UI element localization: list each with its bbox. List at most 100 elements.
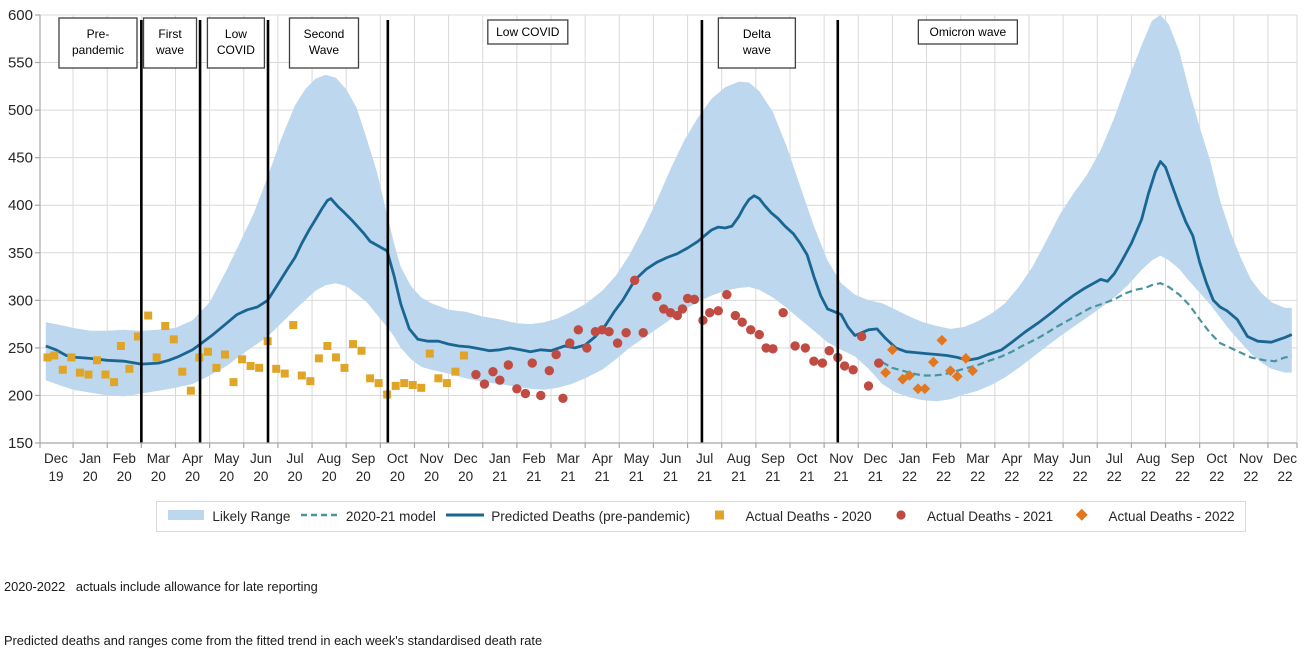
data-point — [323, 341, 332, 350]
region-label-text: First — [158, 27, 182, 41]
data-point — [658, 304, 669, 314]
x-tick-label: Dec 20 — [454, 451, 478, 484]
actual-2021-swatch-icon — [882, 508, 920, 525]
data-point — [366, 374, 375, 383]
x-tick-label: Jan 20 — [79, 451, 101, 484]
x-tick-label: Dec 19 — [44, 451, 68, 484]
data-point — [50, 351, 59, 360]
data-point — [116, 341, 125, 350]
y-tick-label: 600 — [8, 7, 33, 24]
likely-range-swatch-icon — [167, 508, 205, 525]
legend-item-actual-2021: Actual Deaths - 2021 — [882, 508, 1053, 525]
data-point — [652, 291, 662, 302]
region-label-box — [917, 19, 1019, 45]
x-tick-label: Feb 22 — [932, 451, 955, 484]
x-tick-label: May 21 — [624, 451, 650, 484]
data-point — [280, 369, 289, 378]
data-point — [374, 379, 383, 388]
region-label-text: Low — [225, 27, 247, 41]
data-point — [558, 393, 568, 403]
x-tick-label: Jun 21 — [660, 451, 682, 484]
data-point — [689, 294, 700, 305]
data-point — [488, 366, 498, 377]
region-label-boxes: Pre-pandemic First wave Low COVID Second Wave L… — [58, 17, 1019, 69]
x-tick-label: May 20 — [214, 451, 240, 484]
y-tick-label: 450 — [8, 150, 33, 167]
data-point — [582, 343, 592, 353]
data-point — [887, 344, 898, 356]
data-point — [238, 355, 247, 364]
data-point — [75, 368, 84, 377]
data-point — [442, 379, 451, 388]
data-point — [400, 379, 409, 388]
data-point — [754, 329, 764, 340]
region-label-text: pandemic — [72, 43, 124, 57]
data-point — [314, 354, 323, 363]
legend-item-2020-21-model: 2020-21 model — [300, 508, 436, 525]
chart-svg: Pre-pandemic First wave Low COVID Second Wave L… — [8, 7, 1298, 484]
legend-label: 2020-21 model — [345, 509, 436, 524]
x-tick-label: Aug 20 — [317, 451, 341, 484]
region-label-text: Omicron wave — [930, 25, 1007, 39]
x-tick-label: Jan 22 — [899, 451, 921, 484]
chart-legend: Likely Range 2020-21 model Predicted Dea… — [156, 501, 1246, 532]
data-point — [101, 370, 110, 379]
x-tick-label: Feb 21 — [522, 451, 545, 484]
y-axis-labels: 150 200 250 300 350 400 450 500 550 600 — [8, 7, 40, 452]
data-point — [536, 390, 546, 401]
x-axis-labels: Dec 19 Jan 20 Feb 20 Mar 20 Apr 20 May 20 Jun 20 Jul 20… — [44, 451, 1297, 484]
data-point — [621, 327, 631, 338]
legend-label: Predicted Deaths (pre-pandemic) — [491, 509, 691, 524]
legend-label: Actual Deaths - 2020 — [745, 509, 872, 524]
data-point — [629, 275, 640, 286]
region-label-box — [142, 17, 198, 69]
region-label-text: Delta — [743, 27, 771, 41]
data-point — [152, 353, 161, 362]
y-tick-label: 350 — [8, 245, 33, 262]
data-point — [459, 351, 468, 360]
region-label-text: wave — [155, 43, 184, 57]
data-point — [297, 371, 306, 380]
data-point — [927, 356, 939, 368]
chart-area: Pre-pandemic First wave Low COVID Second Wave L… — [8, 7, 1298, 484]
data-point — [512, 384, 522, 394]
data-point — [255, 363, 264, 372]
x-tick-label: Jul 21 — [696, 451, 713, 484]
data-point — [790, 341, 800, 351]
y-tick-label: 250 — [8, 340, 33, 357]
x-tick-label: Oct 22 — [1206, 451, 1227, 484]
data-point — [520, 388, 531, 399]
data-point — [912, 383, 924, 395]
data-point — [186, 386, 195, 395]
actual-2020-swatch-icon — [701, 508, 739, 525]
y-tick-label: 500 — [8, 102, 33, 119]
data-point — [737, 317, 747, 327]
x-tick-label: Sep 22 — [1171, 451, 1195, 484]
x-tick-label: Jul 20 — [286, 451, 303, 484]
legend-item-actual-2022: Actual Deaths - 2022 — [1063, 508, 1235, 525]
region-label-box — [288, 17, 360, 69]
y-tick-label: 200 — [8, 387, 33, 404]
axis-layer — [39, 15, 1298, 448]
data-point — [58, 365, 67, 374]
x-tick-label: Jul 22 — [1106, 451, 1123, 484]
data-point — [544, 366, 555, 376]
x-tick-label: Sep 21 — [761, 451, 785, 484]
data-point — [125, 364, 134, 373]
x-tick-label: Nov 21 — [829, 451, 853, 484]
model-line-swatch-icon — [300, 508, 339, 525]
footnote-line-1: 2020-2022 actuals include allowance for … — [4, 578, 318, 594]
data-point — [705, 307, 715, 318]
data-point — [331, 353, 340, 362]
data-point — [349, 340, 358, 349]
x-tick-label: Aug 21 — [727, 451, 751, 484]
data-point — [809, 356, 819, 366]
data-point — [722, 289, 732, 300]
data-point — [863, 381, 874, 391]
data-point — [800, 343, 811, 353]
region-label-box — [717, 17, 797, 69]
region-label-text: wave — [742, 43, 771, 57]
data-point — [434, 374, 443, 383]
x-tick-label: Oct 20 — [387, 451, 408, 484]
data-point — [133, 332, 142, 341]
